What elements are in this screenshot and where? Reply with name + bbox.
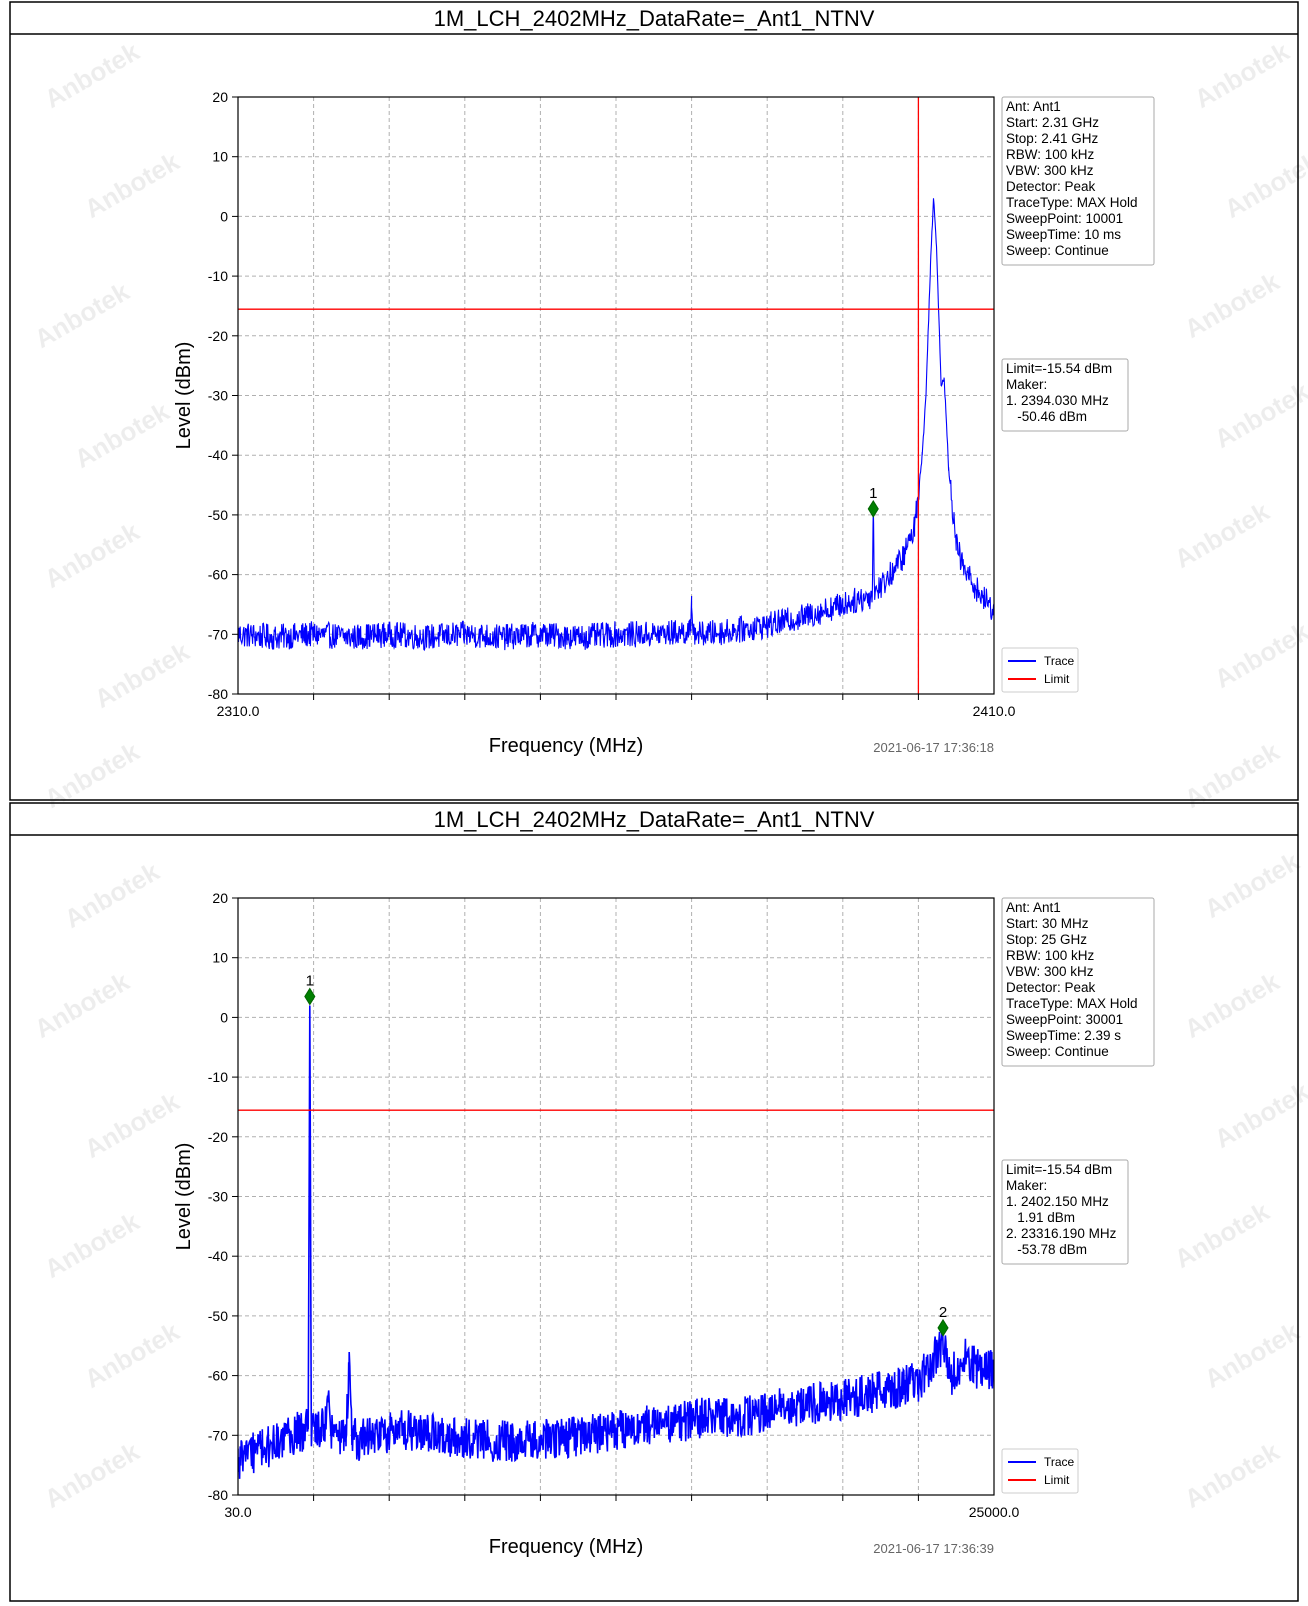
y-tick-label: -40 bbox=[208, 1248, 228, 1264]
info-box-frame bbox=[1001, 897, 1155, 1067]
info-box-line: RBW: 100 kHz bbox=[1006, 147, 1095, 162]
y-tick-label: 10 bbox=[212, 149, 228, 165]
info-box-line: TraceType: MAX Hold bbox=[1006, 195, 1138, 210]
limit-box-line: 1.91 dBm bbox=[1006, 1210, 1075, 1225]
legend-frame bbox=[1001, 1448, 1079, 1494]
legend-label: Trace bbox=[1044, 654, 1075, 668]
limit-box-frame bbox=[1001, 1159, 1129, 1265]
x-tick-label-start: 30.0 bbox=[224, 1504, 251, 1520]
limit-box-line: 1. 2402.150 MHz bbox=[1006, 1194, 1109, 1209]
info-box-line: VBW: 300 kHz bbox=[1006, 964, 1094, 979]
peak-marker bbox=[304, 987, 316, 1006]
x-tick-label-end: 25000.0 bbox=[969, 1504, 1020, 1520]
y-tick-label: -30 bbox=[208, 1189, 228, 1205]
chart-panel-1: 1M_LCH_2402MHz_DataRate=_Ant1_NTNV 20 10 0 -… bbox=[9, 1, 1299, 801]
axes-frame bbox=[237, 96, 995, 695]
y-tick-label: -20 bbox=[208, 1129, 228, 1145]
y-tick-label: -30 bbox=[208, 388, 228, 404]
info-box-line: Ant: Ant1 bbox=[1006, 900, 1061, 915]
chart-panel-2: 1M_LCH_2402MHz_DataRate=_Ant1_NTNV 20 10 0 -… bbox=[9, 802, 1299, 1602]
trace-line bbox=[238, 1005, 994, 1479]
info-box-line: Stop: 25 GHz bbox=[1006, 932, 1087, 947]
y-tick-label: 0 bbox=[220, 1009, 228, 1025]
info-box-line: SweepPoint: 30001 bbox=[1006, 1012, 1123, 1027]
series-layer bbox=[238, 1005, 994, 1479]
y-tick-label: -40 bbox=[208, 447, 228, 463]
info-box-line: Detector: Peak bbox=[1006, 980, 1096, 995]
info-box-line: TraceType: MAX Hold bbox=[1006, 996, 1138, 1011]
y-tick-label: 20 bbox=[212, 89, 228, 105]
info-box-line: Start: 2.31 GHz bbox=[1006, 115, 1099, 130]
limit-box-line: Limit=-15.54 dBm bbox=[1006, 1162, 1112, 1177]
legend-label: Limit bbox=[1044, 1473, 1070, 1487]
y-tick-label: -10 bbox=[208, 268, 228, 284]
y-axis-label: Level (dBm) bbox=[173, 1143, 195, 1251]
info-box-line: Ant: Ant1 bbox=[1006, 99, 1061, 114]
limit-box-line: Limit=-15.54 dBm bbox=[1006, 361, 1112, 376]
legend: Trace Limit bbox=[1001, 1448, 1079, 1494]
legend-label: Trace bbox=[1044, 1455, 1075, 1469]
limit-box-line: 2. 23316.190 MHz bbox=[1006, 1226, 1117, 1241]
panel-frame bbox=[9, 802, 1299, 1602]
x-axis-label: Frequency (MHz) bbox=[489, 735, 643, 757]
limit-box-line: 1. 2394.030 MHz bbox=[1006, 393, 1109, 408]
x-tick-label-start: 2310.0 bbox=[217, 703, 260, 719]
info-box-line: SweepPoint: 10001 bbox=[1006, 211, 1123, 226]
peak-marker-label: 2 bbox=[939, 1304, 947, 1321]
chart-title: 1M_LCH_2402MHz_DataRate=_Ant1_NTNV bbox=[434, 807, 875, 832]
limit-box-line: Maker: bbox=[1006, 1178, 1047, 1193]
y-tick-label: -50 bbox=[208, 1308, 228, 1324]
info-box-line: Stop: 2.41 GHz bbox=[1006, 131, 1099, 146]
y-tick-label: -60 bbox=[208, 567, 228, 583]
legend: Trace Limit bbox=[1001, 647, 1079, 693]
peak-marker bbox=[937, 1318, 949, 1337]
y-tick-label: -80 bbox=[208, 686, 228, 702]
info-box-line: SweepTime: 10 ms bbox=[1006, 227, 1121, 242]
info-box-line: SweepTime: 2.39 s bbox=[1006, 1028, 1121, 1043]
legend-frame bbox=[1001, 647, 1079, 693]
peak-marker-label: 1 bbox=[869, 485, 877, 502]
y-tick-label: 0 bbox=[220, 208, 228, 224]
panel-frame bbox=[9, 1, 1299, 801]
y-tick-label: -60 bbox=[208, 1368, 228, 1384]
y-tick-label: -70 bbox=[208, 1427, 228, 1443]
info-box-line: Detector: Peak bbox=[1006, 179, 1096, 194]
limit-box-frame bbox=[1001, 358, 1129, 432]
timestamp: 2021-06-17 17:36:39 bbox=[873, 1541, 994, 1556]
y-tick-label: -70 bbox=[208, 626, 228, 642]
y-tick-label: -20 bbox=[208, 328, 228, 344]
info-box-frame bbox=[1001, 96, 1155, 266]
limit-box-line: -53.78 dBm bbox=[1006, 1242, 1087, 1257]
info-box-line: VBW: 300 kHz bbox=[1006, 163, 1094, 178]
info-box-line: Sweep: Continue bbox=[1006, 243, 1109, 258]
chart-title: 1M_LCH_2402MHz_DataRate=_Ant1_NTNV bbox=[434, 6, 875, 31]
y-axis-label: Level (dBm) bbox=[173, 342, 195, 450]
x-tick-label-end: 2410.0 bbox=[973, 703, 1016, 719]
peak-marker-label: 1 bbox=[306, 973, 314, 990]
info-box-line: Sweep: Continue bbox=[1006, 1044, 1109, 1059]
y-tick-label: -10 bbox=[208, 1069, 228, 1085]
timestamp: 2021-06-17 17:36:18 bbox=[873, 740, 994, 755]
axes-frame bbox=[237, 897, 995, 1496]
info-box-line: Start: 30 MHz bbox=[1006, 916, 1089, 931]
limit-box-line: Maker: bbox=[1006, 377, 1047, 392]
y-tick-label: 20 bbox=[212, 890, 228, 906]
x-axis-label: Frequency (MHz) bbox=[489, 1536, 643, 1558]
y-tick-label: -50 bbox=[208, 507, 228, 523]
peak-marker bbox=[867, 499, 879, 518]
info-box-line: RBW: 100 kHz bbox=[1006, 948, 1095, 963]
limit-box-line: -50.46 dBm bbox=[1006, 409, 1087, 424]
y-tick-label: 10 bbox=[212, 950, 228, 966]
legend-label: Limit bbox=[1044, 672, 1070, 686]
y-tick-label: -80 bbox=[208, 1487, 228, 1503]
